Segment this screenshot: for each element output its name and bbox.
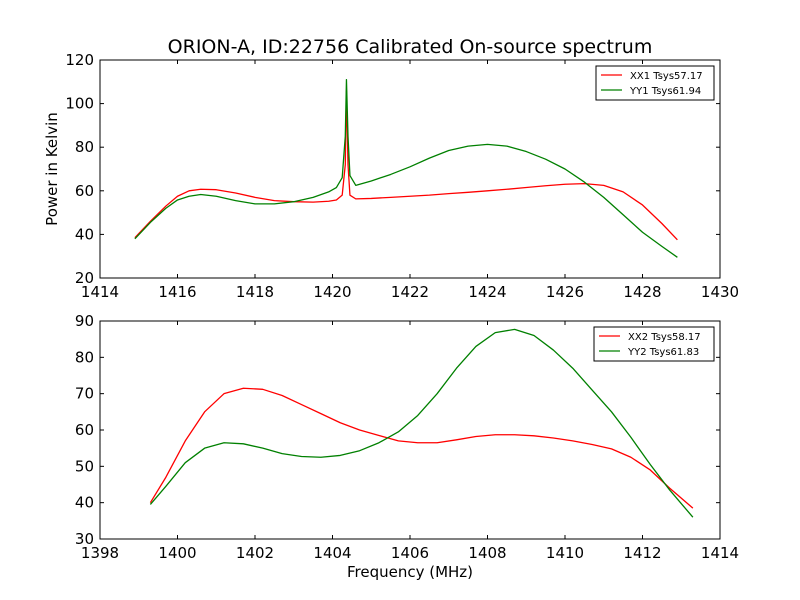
x-tick-label: 1402 <box>236 544 274 562</box>
y-axis-label: Power in Kelvin <box>43 112 61 226</box>
y-tick-label: 20 <box>75 269 94 287</box>
series-line-yy2 <box>149 328 694 518</box>
x-tick-label: 1414 <box>701 544 739 562</box>
x-tick-label: 1430 <box>701 283 739 301</box>
x-tick-label: 1422 <box>391 283 429 301</box>
x-tick-label: 1404 <box>313 544 351 562</box>
x-tick-label: 1410 <box>546 544 584 562</box>
legend-box <box>593 326 715 362</box>
x-tick-label: 1412 <box>623 544 661 562</box>
y-tick-label: 40 <box>75 225 94 243</box>
x-axis-label: Frequency (MHz) <box>347 563 473 581</box>
x-tick-label: 1424 <box>468 283 506 301</box>
x-tick-label: 1400 <box>158 544 196 562</box>
y-tick-label: 30 <box>75 530 94 548</box>
series-line-xx1 <box>134 89 678 241</box>
x-tick-label: 1398 <box>81 544 119 562</box>
legend-entry-label: YY2 Tsys61.83 <box>627 347 699 358</box>
top-spectrum-panel: 1414 1416 1418 1420 1422 1424 1426 1428 1430 20 40… <box>43 51 739 301</box>
y-tick-label: 50 <box>75 457 94 475</box>
legend: XX2 Tsys58.17 YY2 Tsys61.83 <box>593 326 715 362</box>
y-tick-label: 80 <box>75 348 94 366</box>
y-tick-label: 80 <box>75 138 94 156</box>
y-tick-label: 120 <box>65 51 94 69</box>
y-tick-label: 100 <box>65 95 94 113</box>
chart-title: ORION-A, ID:22756 Calibrated On-source s… <box>168 36 653 58</box>
series-line-xx2 <box>149 387 694 509</box>
y-tick-label: 60 <box>75 182 94 200</box>
x-tick-label: 1420 <box>313 283 351 301</box>
y-tick-label: 40 <box>75 494 94 512</box>
x-tick-label: 1414 <box>81 283 119 301</box>
legend-entry-label: XX1 Tsys57.17 <box>630 71 703 82</box>
x-tick-label: 1426 <box>546 283 584 301</box>
bottom-spectrum-panel: 1398 1400 1402 1404 1406 1408 1410 1412 1414 30 40… <box>75 312 739 581</box>
x-tick-label: 1416 <box>158 283 196 301</box>
legend: XX1 Tsys57.17 YY1 Tsys61.94 <box>595 65 715 101</box>
legend-box <box>595 65 715 101</box>
legend-entry-label: XX2 Tsys58.17 <box>628 332 701 343</box>
x-tick-label: 1428 <box>623 283 661 301</box>
x-tick-label: 1406 <box>391 544 429 562</box>
series-line-yy1 <box>134 78 678 258</box>
x-tick-label: 1408 <box>468 544 506 562</box>
y-tick-label: 60 <box>75 421 94 439</box>
x-tick-label: 1418 <box>236 283 274 301</box>
y-tick-label: 70 <box>75 385 94 403</box>
y-tick-label: 90 <box>75 312 94 330</box>
legend-entry-label: YY1 Tsys61.94 <box>629 86 701 97</box>
